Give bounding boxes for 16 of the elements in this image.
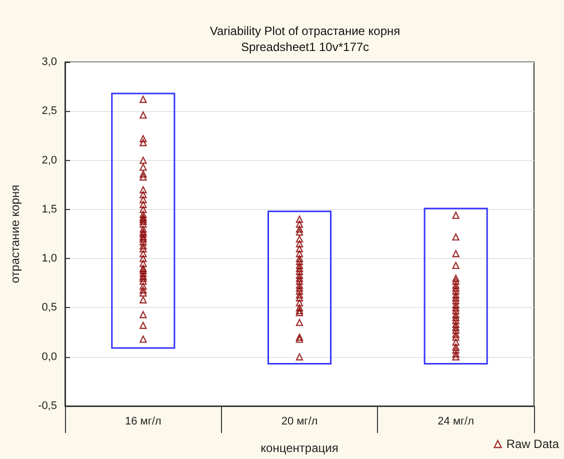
x-axis-title: концентрация — [260, 441, 338, 455]
y-tick-label: 3,0 — [42, 56, 57, 68]
y-tick-label: -0,5 — [38, 400, 57, 412]
x-tick-label: 16 мг/л — [124, 416, 162, 428]
y-axis-title: отрастание корня — [8, 184, 22, 284]
x-tick-label: 20 мг/л — [281, 416, 318, 428]
legend-label: Raw Data — [506, 437, 560, 451]
y-tick-label: 0,5 — [42, 302, 57, 314]
y-tick-label: 1,0 — [42, 252, 57, 265]
y-tick-label: 1,5 — [42, 203, 57, 216]
y-tick-label: 2,5 — [42, 105, 57, 118]
chart-title: Variability Plot of отрастание корня — [210, 24, 400, 38]
y-tick-label: 0,0 — [42, 350, 57, 363]
chart-subtitle: Spreadsheet1 10v*177c — [240, 40, 370, 54]
x-tick-label: 24 мг/л — [438, 416, 474, 428]
y-tick-label: 2,0 — [42, 154, 57, 166]
